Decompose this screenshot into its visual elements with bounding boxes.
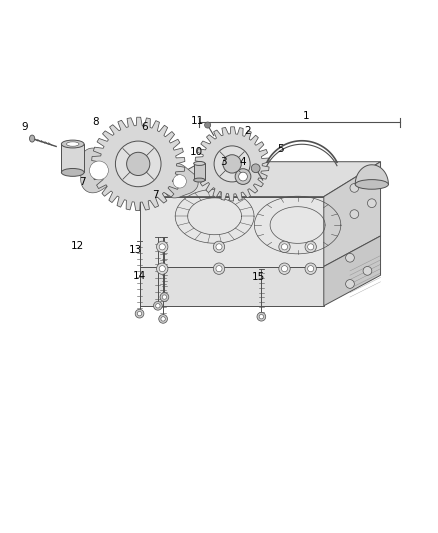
Circle shape: [127, 152, 150, 175]
Text: 12: 12: [71, 241, 84, 251]
Circle shape: [216, 244, 222, 250]
Polygon shape: [92, 117, 185, 211]
Polygon shape: [324, 236, 381, 306]
Circle shape: [367, 199, 376, 207]
Circle shape: [282, 265, 288, 272]
Circle shape: [138, 311, 142, 316]
Circle shape: [156, 241, 168, 253]
Circle shape: [346, 280, 354, 288]
Circle shape: [153, 302, 162, 310]
Polygon shape: [141, 197, 324, 266]
Ellipse shape: [67, 142, 79, 146]
Circle shape: [305, 263, 316, 274]
Text: 4: 4: [240, 157, 246, 167]
Polygon shape: [141, 161, 381, 197]
Circle shape: [350, 183, 359, 192]
Circle shape: [213, 241, 225, 253]
Text: 7: 7: [152, 190, 159, 200]
Text: 1: 1: [303, 111, 310, 121]
Polygon shape: [324, 161, 381, 266]
Text: 8: 8: [92, 117, 99, 127]
Polygon shape: [195, 127, 269, 201]
Polygon shape: [141, 266, 324, 306]
Ellipse shape: [61, 168, 84, 176]
Text: 13: 13: [128, 245, 142, 255]
Circle shape: [173, 175, 186, 188]
Ellipse shape: [355, 180, 389, 189]
Circle shape: [257, 312, 266, 321]
Circle shape: [279, 263, 290, 274]
Circle shape: [159, 265, 165, 272]
Text: 5: 5: [277, 143, 283, 154]
Circle shape: [159, 244, 165, 250]
Circle shape: [135, 309, 144, 318]
Ellipse shape: [29, 135, 35, 142]
Circle shape: [305, 241, 316, 253]
Circle shape: [205, 122, 211, 128]
Circle shape: [162, 295, 166, 299]
Text: 15: 15: [252, 271, 265, 281]
Circle shape: [307, 265, 314, 272]
Circle shape: [116, 141, 161, 187]
Circle shape: [216, 265, 222, 272]
Circle shape: [239, 172, 247, 181]
Circle shape: [307, 244, 314, 250]
Polygon shape: [355, 165, 389, 184]
Circle shape: [223, 155, 241, 173]
Text: 10: 10: [190, 147, 203, 157]
Polygon shape: [81, 148, 123, 193]
Circle shape: [214, 146, 250, 182]
Text: 2: 2: [244, 126, 251, 136]
Ellipse shape: [61, 140, 84, 148]
Circle shape: [156, 263, 168, 274]
Circle shape: [259, 314, 264, 319]
Ellipse shape: [194, 178, 205, 182]
Text: 6: 6: [141, 122, 148, 132]
Text: 7: 7: [79, 177, 86, 187]
Text: 3: 3: [220, 157, 227, 167]
Circle shape: [235, 169, 251, 184]
Bar: [194, 164, 205, 180]
Circle shape: [160, 293, 169, 302]
Text: 11: 11: [191, 116, 204, 126]
Circle shape: [350, 210, 359, 219]
Text: 9: 9: [21, 122, 28, 132]
Polygon shape: [61, 144, 84, 172]
Circle shape: [363, 266, 372, 275]
Circle shape: [89, 161, 108, 180]
Circle shape: [279, 241, 290, 253]
Polygon shape: [164, 163, 198, 198]
Circle shape: [282, 244, 288, 250]
Ellipse shape: [194, 161, 205, 165]
Circle shape: [346, 253, 354, 262]
Circle shape: [251, 164, 260, 173]
Circle shape: [155, 304, 160, 308]
Circle shape: [159, 314, 167, 323]
Circle shape: [161, 317, 165, 321]
Circle shape: [213, 263, 225, 274]
Text: 14: 14: [132, 271, 146, 281]
